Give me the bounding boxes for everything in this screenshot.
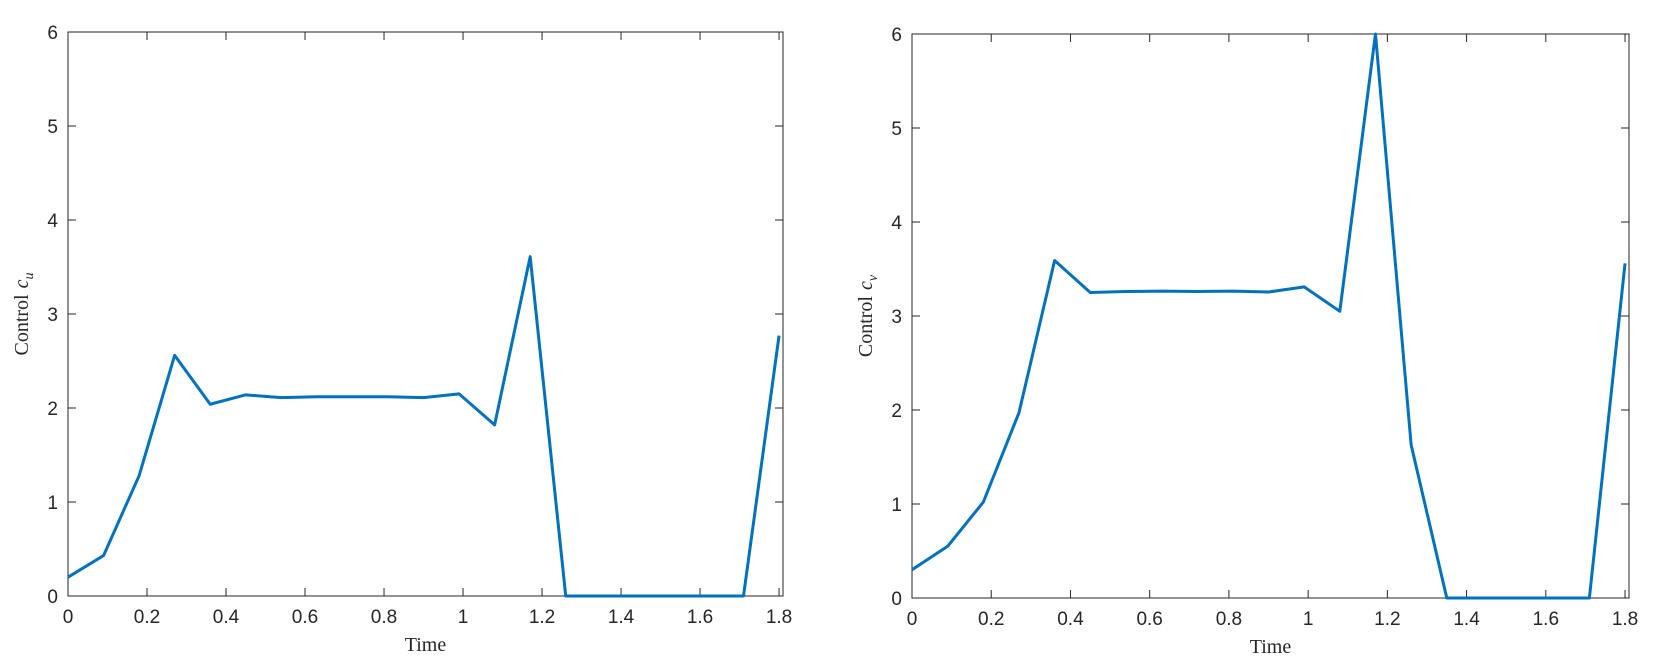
x-tick-label: 0 (63, 607, 74, 628)
x-tick-label: 0.6 (1136, 609, 1162, 630)
x-tick-label: 0.6 (292, 607, 318, 628)
x-tick-label: 0.2 (978, 609, 1004, 630)
x-tick-label: 0.8 (371, 607, 397, 628)
y-tick-label: 0 (891, 589, 902, 610)
x-tick-label: 1.8 (1612, 609, 1638, 630)
x-tick-label: 1.4 (1453, 609, 1480, 630)
y-tick-label: 0 (47, 587, 58, 608)
x-tick-label: 0.2 (134, 607, 160, 628)
x-tick-label: 1.4 (608, 607, 635, 628)
y-axis-label-symbol: c (11, 279, 33, 288)
x-tick-label: 1.6 (687, 607, 713, 628)
x-tick-label: 1 (1303, 609, 1314, 630)
y-tick-label: 2 (47, 399, 58, 420)
y-axis-label-subscript: u (22, 272, 37, 279)
axes-box (67, 31, 784, 597)
y-tick-label: 3 (47, 305, 58, 326)
x-tick-label: 0.4 (213, 607, 240, 628)
y-tick-label: 2 (891, 401, 902, 422)
y-axis-label: Control cv (855, 274, 881, 357)
y-tick-label: 1 (891, 495, 902, 516)
y-axis-label-text: Control (855, 296, 877, 358)
y-axis-label-text: Control (11, 294, 33, 356)
x-axis-label: Time (405, 634, 447, 656)
y-tick-label: 1 (47, 493, 58, 514)
x-tick-label: 0.4 (1057, 609, 1084, 630)
y-axis-label: Control cu (11, 272, 37, 355)
x-tick-label: 1 (458, 607, 469, 628)
y-axis-label-subscript: v (866, 274, 881, 281)
y-tick-label: 6 (47, 23, 58, 44)
axes-box (911, 33, 1630, 599)
x-axis-label: Time (1250, 636, 1292, 658)
x-tick-label: 1.2 (1374, 609, 1400, 630)
x-tick-label: 0 (907, 609, 918, 630)
line-series (911, 32, 1627, 600)
y-tick-label: 4 (891, 213, 902, 234)
y-axis-label-symbol: c (855, 281, 877, 290)
y-tick-label: 6 (891, 25, 902, 46)
line-series (67, 255, 781, 598)
y-tick-label: 5 (47, 117, 58, 138)
x-tick-label: 0.8 (1216, 609, 1242, 630)
y-tick-label: 5 (891, 119, 902, 140)
x-tick-label: 1.8 (766, 607, 792, 628)
y-tick-label: 3 (891, 307, 902, 328)
y-tick-label: 4 (47, 211, 58, 232)
x-tick-label: 1.2 (529, 607, 555, 628)
x-tick-label: 1.6 (1533, 609, 1559, 630)
